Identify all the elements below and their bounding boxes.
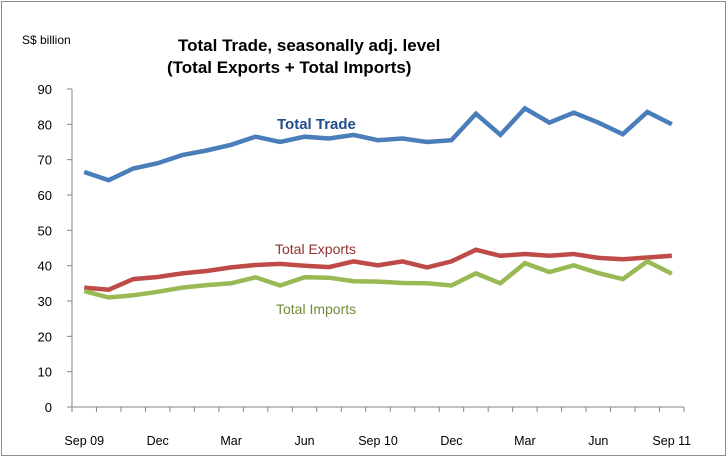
series-line-total-trade (83, 105, 673, 183)
x-tick-label: Sep 10 (358, 434, 398, 448)
series-line-total-exports (84, 247, 672, 292)
x-axis-ticks: Sep 09 Dec Mar Jun Sep 10 Dec Mar Jun Sep 11 (64, 407, 691, 448)
y-tick-label: 90 (38, 82, 52, 97)
x-tick-label: Mar (514, 434, 536, 448)
y-axis-ticks: 0 10 20 30 40 50 60 70 80 90 (38, 82, 72, 415)
x-tick-label: Dec (147, 434, 169, 448)
y-tick-label: 30 (38, 294, 52, 309)
y-axis-unit-label: S$ billion (22, 33, 71, 47)
series-label-total-exports: Total Exports (275, 241, 356, 257)
chart-title-line-1: Total Trade, seasonally adj. level (178, 36, 440, 55)
series-layer (83, 105, 673, 300)
y-tick-label: 60 (38, 188, 52, 203)
y-tick-label: 70 (38, 153, 52, 168)
chart-title-line-2: (Total Exports + Total Imports) (167, 58, 411, 77)
x-tick-label: Mar (220, 434, 242, 448)
y-tick-label: 80 (38, 117, 52, 132)
x-tick-label: Sep 09 (64, 434, 104, 448)
x-tick-label: Jun (588, 434, 608, 448)
x-tick-label: Jun (294, 434, 314, 448)
x-tick-label: Sep 11 (652, 434, 691, 448)
axes (71, 89, 684, 408)
y-tick-label: 20 (38, 329, 52, 344)
x-tick-label: Dec (440, 434, 462, 448)
y-tick-label: 0 (45, 400, 52, 415)
series-labels: Total Trade Total Exports Total Imports (275, 116, 356, 317)
y-tick-label: 10 (38, 365, 52, 380)
line-chart: S$ billion Total Trade, seasonally adj. … (22, 33, 691, 448)
series-line-total-imports (83, 258, 673, 300)
y-tick-label: 50 (38, 223, 52, 238)
y-tick-label: 40 (38, 259, 52, 274)
series-label-total-trade: Total Trade (277, 116, 356, 133)
series-label-total-imports: Total Imports (276, 301, 356, 317)
